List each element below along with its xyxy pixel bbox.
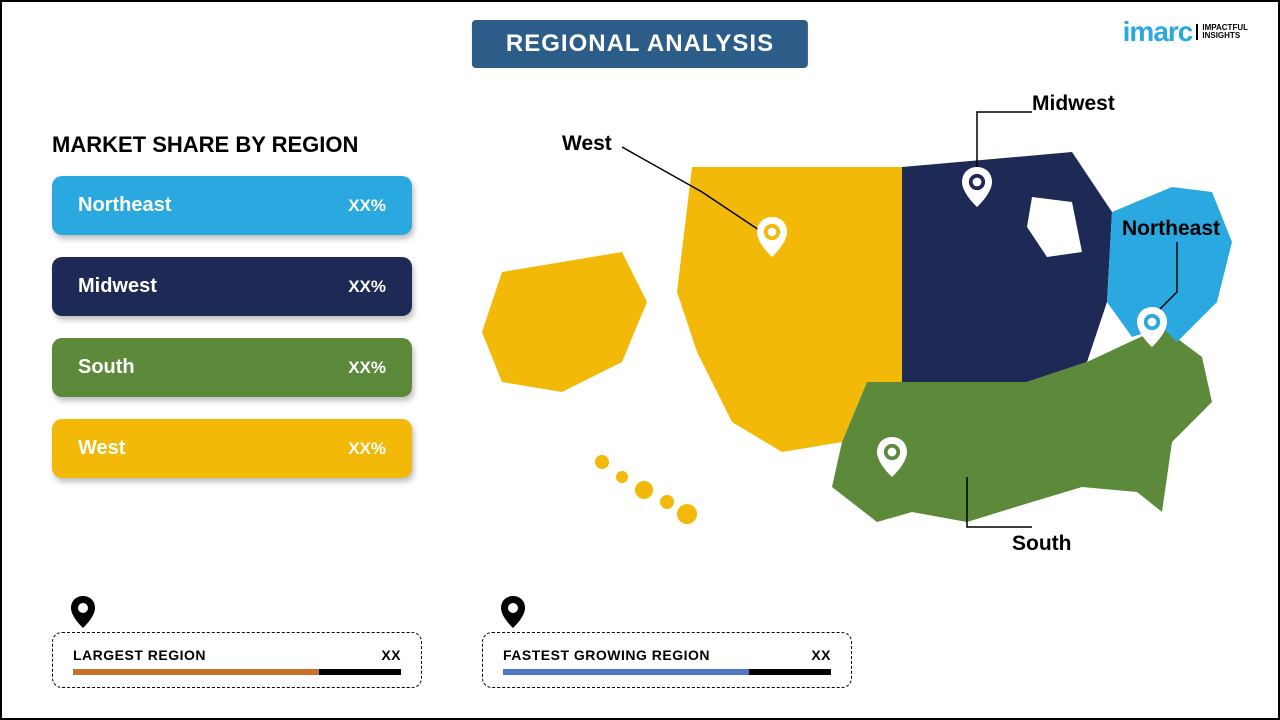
- stat-bar-seg2: [749, 669, 831, 675]
- share-row-value: XX%: [348, 196, 386, 216]
- stat-bar-seg1: [73, 669, 319, 675]
- market-share-heading: MARKET SHARE BY REGION: [52, 132, 432, 158]
- share-row-label: Northeast: [78, 194, 171, 217]
- leader-south: [967, 477, 1032, 527]
- callout-northeast: Northeast: [1122, 217, 1220, 241]
- stat-bar: [503, 669, 831, 675]
- stat-bar-seg2: [319, 669, 401, 675]
- callout-midwest: Midwest: [1032, 92, 1115, 116]
- stat-label: LARGEST REGION: [73, 647, 206, 663]
- share-row-label: Midwest: [78, 275, 157, 298]
- share-row-value: XX%: [348, 439, 386, 459]
- brand-logo: imarc IMPACTFUL INSIGHTS: [1123, 16, 1248, 48]
- stat-value: XX: [381, 647, 401, 663]
- leader-lines: [472, 92, 1252, 552]
- stat-bar-seg1: [503, 669, 749, 675]
- leader-northeast: [1152, 242, 1177, 317]
- page-title: REGIONAL ANALYSIS: [472, 20, 808, 68]
- stat-label: FASTEST GROWING REGION: [503, 647, 710, 663]
- callout-south: South: [1012, 532, 1071, 556]
- us-map: West Midwest Northeast South: [472, 92, 1252, 552]
- logo-tagline: IMPACTFUL INSIGHTS: [1196, 24, 1248, 40]
- share-row-value: XX%: [348, 277, 386, 297]
- share-row-south: South XX%: [52, 338, 412, 397]
- share-row-northeast: Northeast XX%: [52, 176, 412, 235]
- footer-stats: LARGEST REGION XX FASTEST GROWING REGION…: [52, 632, 852, 688]
- share-row-value: XX%: [348, 358, 386, 378]
- callout-west: West: [562, 132, 612, 156]
- share-row-west: West XX%: [52, 419, 412, 478]
- stat-bar: [73, 669, 401, 675]
- pin-west-icon: [757, 217, 787, 257]
- pin-icon: [71, 595, 95, 629]
- pin-northeast-icon: [1137, 307, 1167, 347]
- leader-midwest: [977, 112, 1032, 172]
- pin-midwest-icon: [962, 167, 992, 207]
- stat-largest-region: LARGEST REGION XX: [52, 632, 422, 688]
- share-row-label: South: [78, 356, 135, 379]
- stat-value: XX: [811, 647, 831, 663]
- logo-text: imarc: [1123, 16, 1193, 48]
- market-share-panel: MARKET SHARE BY REGION Northeast XX% Mid…: [52, 132, 432, 500]
- pin-icon: [501, 595, 525, 629]
- share-row-label: West: [78, 437, 125, 460]
- leader-west: [622, 147, 762, 232]
- pin-south-icon: [877, 437, 907, 477]
- stat-fastest-region: FASTEST GROWING REGION XX: [482, 632, 852, 688]
- logo-tag-2: INSIGHTS: [1202, 32, 1248, 40]
- share-row-midwest: Midwest XX%: [52, 257, 412, 316]
